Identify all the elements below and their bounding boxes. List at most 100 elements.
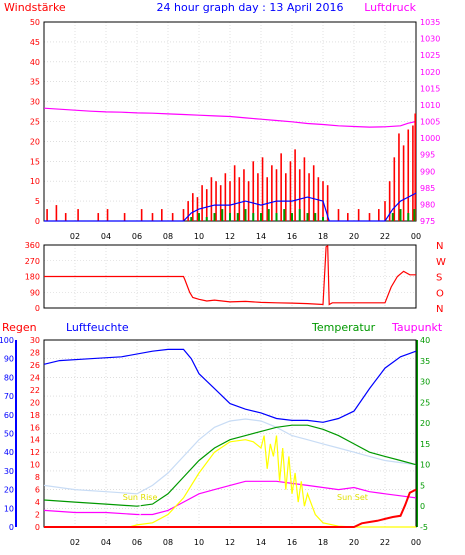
- wind-time-tick: 20: [349, 232, 359, 241]
- wind-time-tick: 00: [411, 232, 421, 241]
- pressure-tick-label: 975: [420, 217, 435, 226]
- climate-panel: 0102030405060708090100024681012141618202…: [0, 336, 430, 547]
- rain-tick-label: 10: [30, 461, 40, 470]
- pressure-tick-label: 980: [420, 200, 435, 209]
- humidity-tick-label: 0: [9, 523, 14, 532]
- direction-tick-label: 270: [25, 257, 40, 266]
- wind-tick-label: 35: [30, 78, 40, 87]
- climate-time-tick: 00: [411, 538, 421, 547]
- humidity-tick-label: 70: [4, 392, 14, 401]
- rain-tick-label: 6: [35, 486, 40, 495]
- temperature-tick-label: 10: [420, 461, 430, 470]
- climate-time-tick: 12: [225, 538, 235, 547]
- rain-tick-label: 28: [30, 348, 40, 357]
- wind-axis-label: Windstärke: [4, 1, 66, 14]
- temperature-tick-label: 0: [420, 502, 425, 511]
- compass-label: S: [436, 273, 442, 284]
- rain-tick-label: 30: [30, 336, 40, 345]
- humidity-tick-label: 100: [0, 336, 14, 345]
- pressure-tick-label: 990: [420, 167, 435, 176]
- climate-time-tick: 22: [380, 538, 390, 547]
- climate-series-lightblue: [43, 418, 417, 495]
- climate-time-tick: 20: [349, 538, 359, 547]
- temperature-tick-label: 25: [420, 398, 430, 407]
- rain-tick-label: 20: [30, 398, 40, 407]
- rain-tick-label: 4: [35, 498, 40, 507]
- wind-time-tick: 14: [256, 232, 266, 241]
- humidity-tick-label: 60: [4, 411, 14, 420]
- climate-time-tick: 14: [256, 538, 266, 547]
- climate-time-tick: 18: [318, 538, 328, 547]
- humidity-tick-label: 40: [4, 448, 14, 457]
- temperature-axis-label: Temperatur: [311, 321, 376, 334]
- rain-tick-label: 8: [35, 473, 40, 482]
- pressure-tick-label: 1000: [420, 134, 440, 143]
- pressure-tick-label: 1035: [420, 18, 440, 27]
- pressure-tick-label: 985: [420, 184, 435, 193]
- rain-tick-label: 24: [30, 373, 40, 382]
- climate-series-blue: [43, 348, 417, 423]
- wind-tick-label: 20: [30, 137, 40, 146]
- wind-tick-label: 30: [30, 98, 40, 107]
- wind-tick-label: 5: [35, 197, 40, 206]
- wind-time-tick: 04: [101, 232, 111, 241]
- wind-tick-label: 40: [30, 58, 40, 67]
- sunrise-label: Sun Rise: [123, 493, 158, 502]
- compass-label: N: [436, 304, 443, 315]
- wind-time-tick: 18: [318, 232, 328, 241]
- climate-series-magenta: [43, 480, 417, 516]
- compass-label: N: [436, 241, 443, 252]
- temperature-tick-label: 40: [420, 336, 430, 345]
- pressure-tick-label: 1005: [420, 118, 440, 127]
- temperature-tick-label: 30: [420, 378, 430, 387]
- climate-time-tick: 10: [194, 538, 204, 547]
- rain-tick-label: 0: [35, 523, 40, 532]
- dewpoint-axis-label: Taupunkt: [391, 321, 443, 334]
- compass-label: W: [436, 257, 446, 268]
- rain-tick-label: 2: [35, 511, 40, 520]
- climate-time-tick: 04: [101, 538, 111, 547]
- humidity-tick-label: 80: [4, 373, 14, 382]
- direction-series: [44, 244, 416, 306]
- temperature-tick-label: 5: [420, 481, 425, 490]
- wind-time-tick: 22: [380, 232, 390, 241]
- wind-time-tick: 12: [225, 232, 235, 241]
- pressure-tick-label: 1030: [420, 35, 440, 44]
- humidity-tick-label: 30: [4, 467, 14, 476]
- climate-time-tick: 06: [132, 538, 142, 547]
- pressure-tick-label: 1015: [420, 84, 440, 93]
- temperature-tick-label: 35: [420, 357, 430, 366]
- rain-tick-label: 16: [30, 423, 40, 432]
- pressure-tick-label: 1025: [420, 51, 440, 60]
- climate-series-green: [43, 424, 417, 507]
- compass-label: O: [436, 288, 444, 299]
- pressure-tick-label: 995: [420, 151, 435, 160]
- temperature-tick-label: 15: [420, 440, 430, 449]
- pressure-tick-label: 1010: [420, 101, 440, 110]
- humidity-tick-label: 20: [4, 486, 14, 495]
- wind-time-tick: 16: [287, 232, 297, 241]
- climate-time-tick: 16: [287, 538, 297, 547]
- direction-tick-label: 0: [35, 304, 40, 313]
- direction-tick-label: 90: [30, 288, 40, 297]
- sunset-label: Sun Set: [337, 493, 368, 502]
- pressure-axis-label: Luftdruck: [364, 1, 416, 14]
- rain-tick-label: 22: [30, 386, 40, 395]
- climate-series-yellow: [44, 435, 416, 528]
- chart-text-layer: 24 hour graph day : 13 April 2016 Windst…: [2, 1, 443, 502]
- wind-tick-label: 15: [30, 157, 40, 166]
- wind-tick-label: 45: [30, 38, 40, 47]
- wind-time-tick: 06: [132, 232, 142, 241]
- direction-tick-label: 360: [25, 241, 40, 250]
- temperature-tick-label: -5: [420, 523, 428, 532]
- direction-tick-label: 180: [25, 273, 40, 282]
- wind-time-tick: 02: [70, 232, 80, 241]
- humidity-tick-label: 50: [4, 430, 14, 439]
- humidity-tick-label: 10: [4, 504, 14, 513]
- wind-tick-label: 10: [30, 177, 40, 186]
- wind-time-tick: 08: [163, 232, 173, 241]
- climate-time-tick: 08: [163, 538, 173, 547]
